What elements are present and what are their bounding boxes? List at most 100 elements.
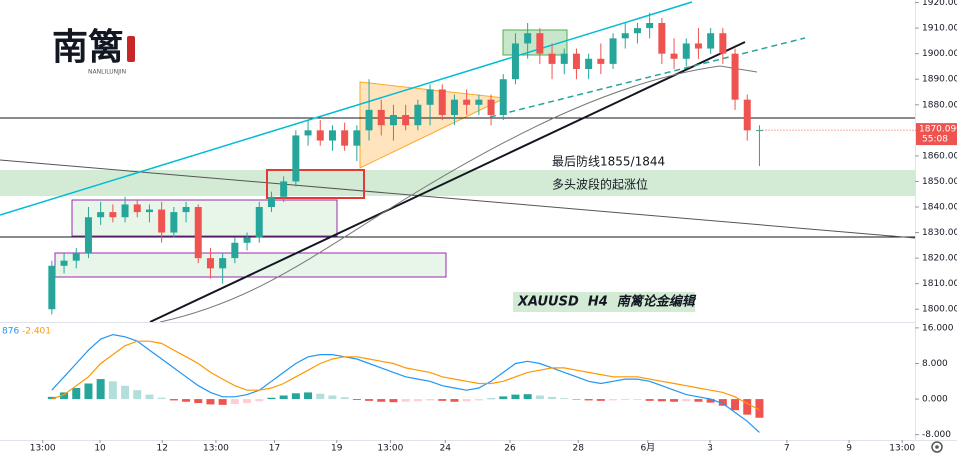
candle-body bbox=[389, 115, 397, 126]
y-tick-label: 1860.000 bbox=[922, 151, 957, 161]
candle-body bbox=[353, 130, 361, 146]
candle-body bbox=[377, 109, 385, 126]
histogram-bar bbox=[157, 397, 166, 400]
histogram-bar bbox=[182, 399, 191, 402]
logo: 南篱 bbox=[52, 26, 124, 68]
candle-body bbox=[280, 181, 288, 197]
x-tick-label: 9 bbox=[846, 444, 852, 454]
moving-average bbox=[159, 65, 758, 323]
histogram-bar bbox=[718, 399, 727, 406]
histogram-bar bbox=[657, 399, 666, 402]
candle-body bbox=[536, 33, 544, 54]
candle-body bbox=[219, 258, 227, 269]
histogram-bar bbox=[609, 399, 618, 401]
histogram-bar bbox=[267, 397, 276, 400]
candle-body bbox=[72, 253, 80, 261]
histogram-bar bbox=[133, 390, 142, 400]
y-tick-label: 16.000 bbox=[922, 323, 954, 333]
histogram-bar bbox=[316, 393, 325, 400]
y-tick-label: 1840.000 bbox=[922, 203, 957, 213]
last-price-label: 1870.090 bbox=[919, 125, 957, 135]
candle-body bbox=[145, 209, 153, 213]
macd-line bbox=[51, 340, 760, 411]
candle-body bbox=[267, 196, 275, 207]
drawings bbox=[0, 0, 957, 441]
histogram-bar bbox=[413, 399, 422, 402]
histogram-bar bbox=[304, 392, 313, 400]
histogram-bar bbox=[328, 395, 337, 400]
y-tick-label: 1810.000 bbox=[922, 279, 957, 289]
candle-body bbox=[597, 58, 605, 64]
candle-body bbox=[475, 99, 483, 105]
candle-body bbox=[609, 38, 617, 64]
candle-body bbox=[658, 23, 666, 54]
candle-body bbox=[414, 104, 422, 126]
candle-body bbox=[158, 209, 166, 233]
histogram-bar bbox=[682, 399, 691, 402]
histogram-bar bbox=[206, 399, 215, 405]
settings-icon[interactable] bbox=[931, 441, 943, 453]
histogram-bar bbox=[401, 399, 410, 402]
candle-body bbox=[426, 89, 434, 105]
candle-body bbox=[182, 207, 190, 213]
histogram-bar bbox=[743, 399, 752, 415]
logo-seal bbox=[127, 36, 135, 62]
histogram-bar bbox=[596, 399, 605, 401]
y-tick-label: -8.000 bbox=[922, 430, 951, 440]
candle-body bbox=[572, 53, 580, 69]
candle-body bbox=[341, 130, 349, 146]
x-tick-label: 28 bbox=[573, 444, 585, 454]
logo-sub: NANLILUNJIN bbox=[88, 69, 126, 76]
histogram-bar bbox=[450, 399, 459, 402]
candle-body bbox=[548, 53, 556, 64]
y-tick-label: 1830.000 bbox=[922, 228, 957, 238]
candle-body bbox=[694, 43, 702, 49]
candle-body bbox=[670, 53, 678, 59]
histogram-bar bbox=[706, 399, 715, 403]
y-tick-label: 1910.000 bbox=[922, 24, 957, 34]
histogram-bar bbox=[121, 385, 130, 400]
x-tick-label: 19 bbox=[331, 444, 343, 454]
candle-body bbox=[255, 207, 263, 238]
annotation: 最后防线1855/1844 bbox=[552, 154, 665, 169]
candle-body bbox=[243, 237, 251, 243]
x-tick-label: 6月 bbox=[640, 443, 655, 454]
histogram-bar bbox=[426, 399, 435, 401]
candle-body bbox=[682, 43, 690, 59]
histogram-bar bbox=[523, 394, 532, 400]
y-tick-label: 1880.000 bbox=[922, 100, 957, 110]
histogram-bar bbox=[389, 399, 398, 403]
candle-body bbox=[365, 109, 373, 131]
candle-body bbox=[731, 53, 739, 100]
histogram-bar bbox=[243, 399, 252, 404]
candle-body bbox=[487, 99, 495, 115]
histogram-bar bbox=[96, 379, 105, 400]
histogram-bar bbox=[511, 394, 520, 400]
histogram-bar bbox=[377, 399, 386, 402]
trend-line bbox=[489, 37, 806, 118]
histogram-bar bbox=[535, 395, 544, 400]
annotation: 多头波段的起涨位 bbox=[552, 177, 648, 192]
histogram-bar bbox=[108, 381, 117, 400]
y-tick-label: 1800.000 bbox=[922, 305, 957, 315]
last-price-tag bbox=[916, 123, 957, 146]
histogram-bar bbox=[365, 399, 374, 401]
y-tick-label: 0.000 bbox=[922, 395, 948, 405]
histogram-bar bbox=[645, 399, 654, 401]
candle-body bbox=[707, 33, 715, 49]
y-tick-label: 1900.000 bbox=[922, 49, 957, 59]
trend-line bbox=[0, 159, 916, 239]
x-tick-label: 13:00 bbox=[30, 444, 56, 454]
candle-body bbox=[402, 115, 410, 126]
candle-body bbox=[633, 28, 641, 34]
histogram-bar bbox=[462, 399, 471, 402]
candle-body bbox=[511, 43, 519, 80]
candle-body bbox=[121, 204, 129, 218]
trend-line bbox=[0, 1, 693, 216]
histogram-bar bbox=[84, 383, 93, 400]
histogram-bar bbox=[731, 399, 740, 411]
y-tick-label: 8.000 bbox=[922, 359, 948, 369]
histogram-bar bbox=[474, 399, 483, 401]
histogram-bar bbox=[169, 399, 178, 401]
histogram-bar bbox=[572, 399, 581, 400]
